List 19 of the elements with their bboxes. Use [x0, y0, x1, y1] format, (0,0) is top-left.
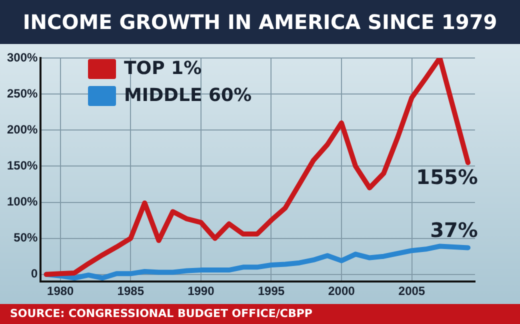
- y-tick-label: 100%: [6, 194, 38, 209]
- x-tick-label: 2005: [398, 284, 426, 298]
- x-tick-label: 1995: [258, 284, 285, 298]
- x-tick-label: 1980: [47, 284, 74, 298]
- y-tick-label: 200%: [6, 122, 38, 136]
- legend-label: TOP 1%: [124, 58, 202, 79]
- x-tick-label: 1985: [117, 284, 144, 298]
- data-label: 155%: [416, 164, 478, 189]
- y-tick-label: 150%: [6, 158, 38, 173]
- chart-title: INCOME GROWTH IN AMERICA SINCE 1979: [0, 0, 520, 44]
- legend-label: MIDDLE 60%: [124, 85, 252, 106]
- data-label: 37%: [430, 218, 478, 242]
- source-note: SOURCE: CONGRESSIONAL BUDGET OFFICE/CBPP: [0, 304, 520, 324]
- y-tick-label: 250%: [6, 86, 38, 100]
- y-tick-label: 300%: [6, 50, 38, 64]
- y-tick-label: 50%: [14, 230, 38, 245]
- x-tick-label: 1990: [188, 284, 215, 298]
- x-tick-label: 2000: [328, 284, 356, 298]
- y-tick-label: 0: [31, 266, 38, 281]
